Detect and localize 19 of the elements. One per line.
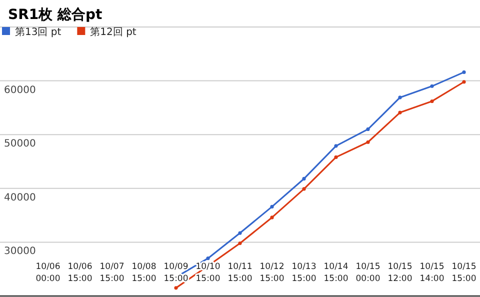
x-tick-label: 10/07 15:00 — [100, 262, 124, 284]
legend-label: 第12回 pt — [90, 26, 136, 38]
x-tick-label: 10/13 15:00 — [292, 262, 316, 284]
x-tick-label: 10/06 15:00 — [68, 262, 92, 284]
y-tick-label: 60000 — [4, 84, 36, 96]
x-tick-label: 10/15 14:00 — [420, 262, 444, 284]
legend-label: 第13回 pt — [15, 26, 62, 38]
x-tick-label: 10/12 15:00 — [260, 262, 284, 284]
x-tick-label: 10/15 00:00 — [356, 262, 380, 284]
x-tick-label: 10/08 15:00 — [132, 262, 156, 284]
x-tick-label: 10/06 00:00 — [36, 262, 60, 284]
x-tick-label: 10/11 15:00 — [228, 262, 252, 284]
x-tick-label: 10/15 12:00 — [388, 262, 412, 284]
y-tick-label: 40000 — [4, 192, 36, 204]
x-tick-label: 10/15 15:00 — [452, 262, 476, 284]
x-tick-label: 10/14 15:00 — [324, 262, 348, 284]
chart-title: SR1枚 総合pt — [8, 7, 102, 23]
y-tick-label: 30000 — [4, 246, 36, 258]
y-tick-label: 50000 — [4, 138, 36, 150]
